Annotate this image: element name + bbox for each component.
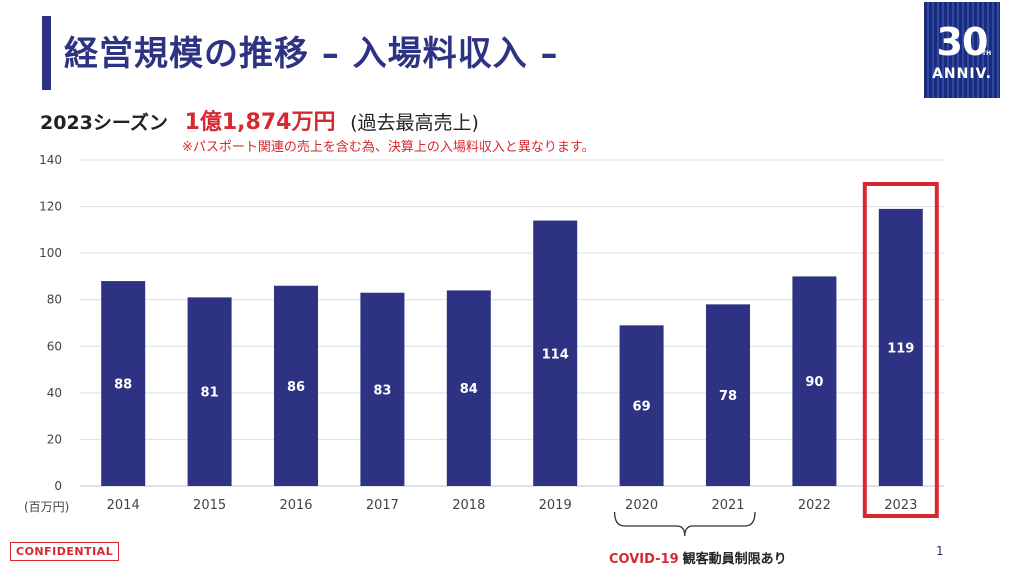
subnote: ※パスポート関連の売上を含む為、決算上の入場料収入と異なります。: [182, 140, 595, 155]
x-tick-label: 2021: [711, 498, 744, 513]
logo-text: ANNIV.: [932, 66, 992, 82]
highlight-box: [862, 182, 939, 518]
headline-prefix: 2023シーズン: [40, 112, 168, 134]
headline-suffix: (過去最高売上): [350, 112, 479, 134]
covid-description: 観客動員制限あり: [682, 552, 787, 567]
headline-value: 1億1,874万円: [184, 110, 336, 135]
bar: [274, 285, 318, 486]
bar: [187, 297, 232, 486]
data-label: 88: [114, 378, 132, 393]
covid-note: COVID-19 観客動員制限あり: [609, 548, 787, 567]
bar: [360, 292, 405, 486]
y-tick-label: 60: [47, 339, 62, 353]
data-label: 90: [805, 375, 823, 390]
x-tick-label: 2023: [884, 498, 917, 513]
page-number: 1: [936, 544, 944, 558]
bar: [619, 325, 664, 486]
data-label: 86: [287, 380, 305, 395]
x-tick-label: 2017: [366, 498, 399, 513]
y-tick-label: 140: [39, 153, 62, 167]
covid-label: COVID-19: [609, 552, 679, 567]
y-tick-label: 0: [54, 479, 62, 493]
x-tick-label: 2020: [625, 498, 658, 513]
data-label: 78: [719, 389, 737, 404]
data-label: 69: [633, 400, 651, 415]
bar: [792, 276, 837, 486]
x-tick-label: 2015: [193, 498, 226, 513]
logo-number: 30: [936, 20, 989, 64]
data-label: 84: [460, 382, 478, 397]
bar: [533, 220, 578, 487]
y-tick-label: 40: [47, 386, 62, 400]
data-label: 114: [542, 347, 569, 362]
confidential-badge: CONFIDENTIAL: [10, 542, 120, 561]
x-tick-label: 2018: [452, 498, 485, 513]
x-tick-label: 2019: [539, 498, 572, 513]
data-label: 83: [373, 383, 391, 398]
bar: [101, 281, 146, 486]
bar: [878, 208, 923, 486]
logo-th: TH: [982, 50, 992, 57]
covid-bracket: [613, 511, 756, 537]
unit-label: (百万円): [24, 500, 70, 514]
data-label: 119: [887, 341, 914, 356]
y-tick-label: 20: [47, 432, 62, 446]
y-tick-label: 100: [39, 246, 62, 260]
x-tick-label: 2022: [798, 498, 831, 513]
y-tick-label: 120: [39, 200, 62, 214]
page-title: 経営規模の推移 – 入場料収入 –: [64, 34, 559, 74]
title-accent-bar: [42, 16, 51, 90]
anniversary-logo: 30 TH ANNIV.: [924, 2, 1000, 98]
bar: [446, 290, 491, 486]
x-tick-label: 2016: [279, 498, 312, 513]
x-tick-label: 2014: [107, 498, 140, 513]
headline: 2023シーズン 1億1,874万円 (過去最高売上): [40, 104, 479, 136]
y-tick-label: 80: [47, 293, 62, 307]
data-label: 81: [201, 386, 219, 401]
bar: [706, 304, 750, 486]
